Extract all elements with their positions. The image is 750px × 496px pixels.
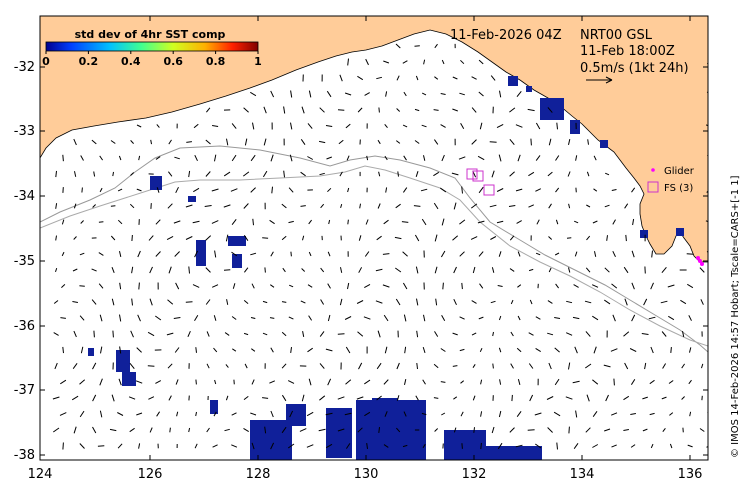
credit-text: © IMOS 14-Feb-2026 14:57 Hobart; Tscale=…: [730, 175, 741, 458]
colorbar-tick-label: 0.2: [79, 55, 99, 68]
scale-label: 0.5m/s (1kt 24h): [580, 61, 689, 76]
time-label: 11-Feb 18:00Z: [580, 44, 675, 59]
y-tick-label: -33: [14, 124, 35, 139]
plot-frame: [39, 15, 709, 461]
y-tick-label: -36: [14, 319, 35, 334]
x-tick-label: 126: [138, 467, 163, 482]
isobath-inner: [40, 145, 708, 353]
fs-station: [466, 168, 478, 180]
x-axis: 124 126 128 130 132 134 136: [28, 16, 703, 482]
x-tick-label: 132: [462, 467, 487, 482]
legend-glider-label: Glider: [664, 166, 695, 177]
y-tick-label: -38: [14, 448, 35, 463]
x-tick-label: 136: [678, 467, 703, 482]
y-tick-label: -37: [14, 383, 35, 398]
y-tick-label: -35: [14, 254, 35, 269]
colorbar-tick-label: 0.8: [206, 55, 226, 68]
y-tick-label: -34: [14, 189, 35, 204]
x-tick-label: 134: [570, 467, 595, 482]
glider-track: [696, 256, 704, 266]
fs-stations: [466, 168, 495, 196]
product-label: NRT00 GSL: [580, 28, 653, 43]
colorbar-gradient: [45, 41, 259, 52]
colorbar-tick-label: 1: [254, 55, 262, 68]
sst-patches: [88, 76, 684, 460]
colorbar: std dev of 4hr SST comp 0 0.2 0.4 0.6 0.8 1: [42, 28, 262, 68]
date-label: 11-Feb-2026 04Z: [450, 28, 562, 43]
fs-marker-icon: [647, 181, 659, 193]
colorbar-title: std dev of 4hr SST comp: [75, 28, 226, 41]
x-tick-label: 128: [246, 467, 271, 482]
glider-marker-icon: [651, 168, 655, 172]
legend: Glider FS (3): [647, 166, 695, 194]
fs-station: [472, 170, 484, 182]
colorbar-tick-label: 0: [42, 55, 50, 68]
legend-fs-label: FS (3): [664, 183, 693, 194]
scale-arrow-icon: [586, 76, 613, 84]
colorbar-tick-label: 0.6: [163, 55, 183, 68]
x-tick-label: 130: [354, 467, 379, 482]
current-vectors: [52, 28, 708, 450]
colorbar-tick-label: 0.4: [121, 55, 141, 68]
y-tick-label: -32: [14, 60, 35, 75]
x-tick-label: 124: [28, 467, 53, 482]
fs-station: [483, 184, 495, 196]
y-axis: -32 -33 -34 -35 -36 -37 -38: [14, 60, 708, 463]
